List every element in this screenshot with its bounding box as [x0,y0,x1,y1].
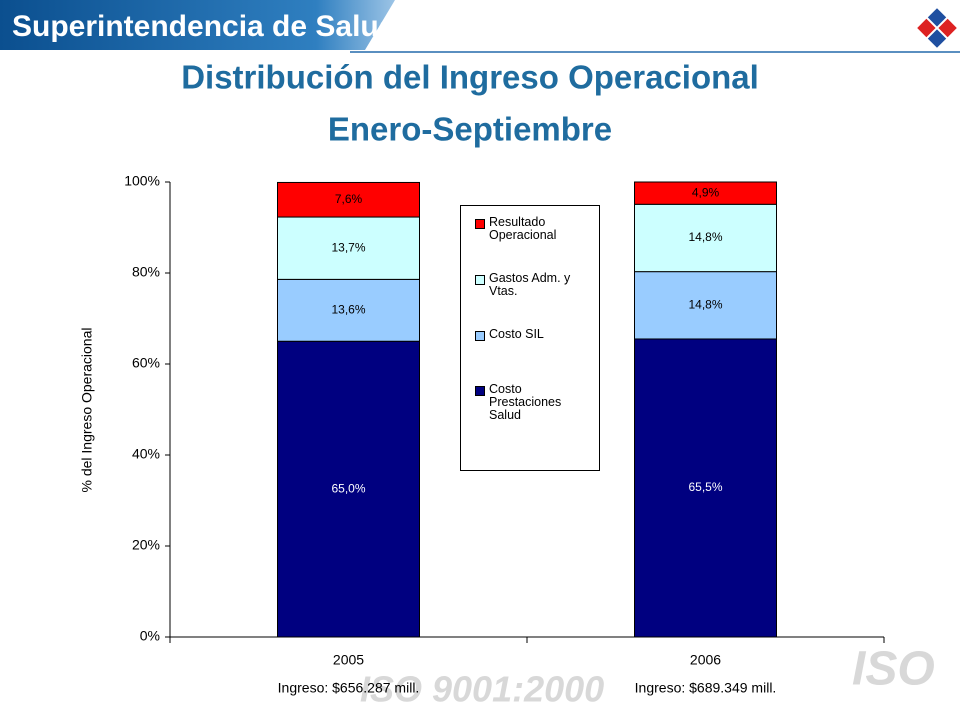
data-label: 65,0% [331,481,365,495]
chart-subtitle: Enero-Septiembre [328,111,612,148]
chart-title: Distribución del Ingreso Operacional [181,59,759,96]
banner [0,0,395,50]
legend-swatch [475,331,485,341]
legend-label: Resultado Operacional [489,215,557,242]
legend-swatch [475,219,485,229]
bar-segment [277,340,420,638]
legend-label: Costo SIL [489,327,544,341]
legend-swatch [475,275,485,285]
data-label: 14,8% [688,297,722,311]
y-tick-label: 40% [132,446,160,462]
y-axis-label: % del Ingreso Operacional [79,328,95,493]
y-tick-label: 80% [132,264,160,280]
bar-segment [634,338,777,638]
data-label: 7,6% [335,192,363,206]
x-tick-label: 2006 [690,652,721,668]
bar-segment [634,203,777,273]
data-label: 65,5% [688,480,722,494]
y-tick-label: 0% [140,628,160,644]
bar-segment [277,216,420,280]
category-note: Ingreso: $656.287 mill. [278,680,420,696]
brand: Superintendencia de Salud [12,10,397,43]
legend-label: Gastos Adm. y Vtas. [489,271,571,298]
legend-item: Resultado Operacional [475,216,593,242]
category-note: Ingreso: $689.349 mill. [635,680,777,696]
watermark: ISO 9001:2000 [360,669,604,710]
legend-item: Costo Prestaciones Salud [475,383,593,422]
legend-label: Costo Prestaciones Salud [489,382,562,422]
data-label: 4,9% [692,185,720,199]
data-label: 14,8% [688,230,722,244]
data-label: 13,7% [331,240,365,254]
y-tick-label: 100% [124,173,160,189]
x-tick-label: 2005 [333,652,364,668]
watermark-logo: ISO [852,643,935,696]
bar-segment [277,181,420,218]
logo [917,8,957,48]
legend: Resultado Operacional Gastos Adm. y Vtas.… [460,205,600,471]
y-tick-label: 20% [132,537,160,553]
legend-item: Gastos Adm. y Vtas. [475,272,593,298]
bar-segment [634,181,777,205]
legend-item: Costo SIL [475,328,593,341]
y-tick-label: 60% [132,355,160,371]
data-label: 13,6% [331,302,365,316]
legend-swatch [475,386,485,396]
